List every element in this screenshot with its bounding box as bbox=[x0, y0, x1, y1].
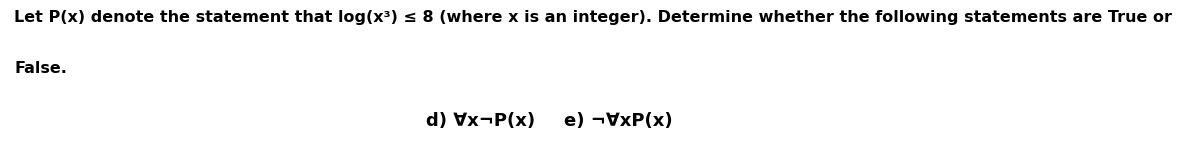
Text: False.: False. bbox=[14, 61, 67, 76]
Text: d) ∀x¬P(x): d) ∀x¬P(x) bbox=[426, 112, 535, 130]
Text: e) ¬∀xP(x): e) ¬∀xP(x) bbox=[564, 112, 673, 130]
Text: Let P(x) denote the statement that log(x³) ≤ 8 (where x is an integer). Determin: Let P(x) denote the statement that log(x… bbox=[14, 10, 1172, 25]
